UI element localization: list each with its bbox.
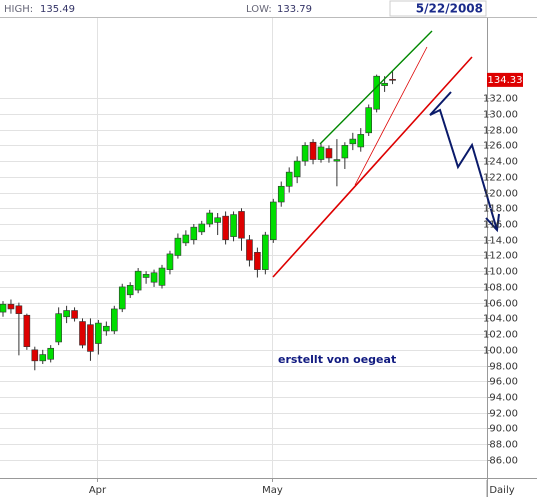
trend-line bbox=[272, 56, 473, 278]
candle-body bbox=[206, 212, 213, 225]
candle-body bbox=[182, 234, 190, 244]
candle-body bbox=[142, 274, 150, 278]
candle-body bbox=[277, 185, 285, 203]
candle-body bbox=[95, 322, 102, 344]
y-tick-label: 112.00 bbox=[483, 251, 518, 262]
drawn-arrow bbox=[429, 91, 498, 231]
y-tick-label: 106.00 bbox=[483, 299, 518, 310]
candle-body bbox=[341, 145, 349, 159]
trend-line bbox=[354, 46, 428, 186]
candle-body bbox=[269, 201, 277, 241]
y-tick-label: 124.00 bbox=[483, 157, 518, 168]
y-tick-label: 86.00 bbox=[489, 456, 518, 467]
y-tick-label: 130.00 bbox=[483, 110, 518, 121]
candle-body bbox=[357, 134, 365, 148]
y-tick-label: 90.00 bbox=[489, 424, 518, 435]
x-tick-label: Apr bbox=[89, 485, 107, 496]
low-label: LOW: bbox=[246, 4, 272, 15]
candle-body bbox=[79, 321, 86, 346]
candle-body bbox=[39, 354, 47, 362]
candle-body bbox=[166, 253, 174, 270]
high-label: HIGH: bbox=[4, 4, 33, 15]
candle-body bbox=[7, 303, 15, 310]
candle-body bbox=[238, 211, 245, 239]
candle-body bbox=[15, 305, 23, 314]
low-value: 133.79 bbox=[277, 4, 312, 15]
candle-body bbox=[190, 226, 198, 241]
y-tick-label: 118.00 bbox=[483, 204, 518, 215]
candle-body bbox=[293, 160, 301, 178]
candle-body bbox=[23, 314, 31, 347]
period: Daily bbox=[489, 485, 514, 496]
y-tick-label: 126.00 bbox=[483, 141, 518, 152]
candle-body bbox=[285, 171, 293, 187]
price-tag-label: 134.33 bbox=[488, 75, 523, 86]
candle-body bbox=[118, 286, 126, 310]
candle-body bbox=[254, 252, 261, 270]
high-value: 135.49 bbox=[40, 4, 75, 15]
candle-body bbox=[230, 214, 237, 237]
y-tick-label: 132.00 bbox=[483, 94, 518, 105]
candle-body bbox=[381, 82, 388, 86]
candle-body bbox=[349, 138, 357, 145]
candle-body bbox=[134, 270, 142, 291]
date-box bbox=[389, 0, 487, 17]
candle-body bbox=[214, 217, 221, 223]
y-tick-label: 114.00 bbox=[483, 236, 518, 247]
candle-body bbox=[373, 75, 380, 110]
candle-body bbox=[55, 313, 62, 343]
y-tick-label: 104.00 bbox=[483, 314, 518, 325]
candle-body bbox=[317, 146, 325, 160]
candle-body bbox=[31, 349, 39, 362]
candles bbox=[0, 70, 396, 371]
y-tick-label: 110.00 bbox=[483, 267, 518, 278]
y-tick-label: 100.00 bbox=[483, 346, 518, 357]
candle-body bbox=[174, 237, 182, 256]
candle-body bbox=[365, 107, 373, 134]
candle-body bbox=[325, 148, 333, 159]
y-tick-label: 88.00 bbox=[489, 440, 518, 451]
y-tick-label: 128.00 bbox=[483, 126, 518, 137]
candle-body bbox=[158, 267, 166, 286]
y-tick-label: 98.00 bbox=[489, 362, 518, 373]
y-tick-label: 92.00 bbox=[489, 409, 518, 420]
candle-body bbox=[63, 310, 70, 318]
candle-body bbox=[262, 234, 269, 270]
date: 5/22/2008 bbox=[416, 2, 483, 16]
candle-body bbox=[309, 141, 317, 160]
y-tick-label: 96.00 bbox=[489, 377, 518, 388]
candle-body bbox=[47, 347, 55, 360]
candle-body bbox=[111, 308, 118, 332]
y-tick-label: 94.00 bbox=[489, 393, 518, 404]
candle-body bbox=[198, 223, 206, 233]
candle-body bbox=[222, 215, 229, 241]
candle-body bbox=[301, 145, 309, 162]
x-tick-label: May bbox=[262, 485, 283, 496]
annotation: erstellt von oegeat bbox=[278, 353, 396, 366]
y-tick-label: 108.00 bbox=[483, 283, 518, 294]
candle-body bbox=[150, 272, 158, 283]
price-tag bbox=[487, 72, 523, 87]
candle-body bbox=[71, 310, 78, 319]
trend-line bbox=[319, 30, 433, 145]
candle-body bbox=[126, 285, 134, 296]
candle-body bbox=[103, 325, 110, 332]
y-tick-label: 120.00 bbox=[483, 189, 518, 200]
candle-body bbox=[246, 239, 253, 261]
arrow-head bbox=[485, 213, 500, 233]
candle-body bbox=[389, 79, 396, 81]
y-tick-label: 116.00 bbox=[483, 220, 518, 231]
y-tick-label: 102.00 bbox=[483, 330, 518, 341]
y-tick-label: 122.00 bbox=[483, 173, 518, 184]
candle-body bbox=[87, 324, 94, 352]
candle-body bbox=[333, 159, 341, 162]
candle-body bbox=[0, 303, 7, 313]
